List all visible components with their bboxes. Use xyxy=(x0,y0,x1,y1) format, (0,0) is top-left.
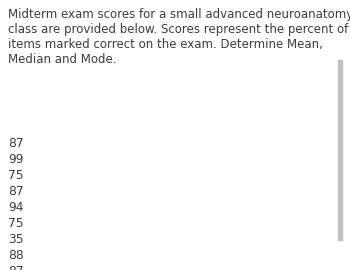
Text: 75: 75 xyxy=(8,217,24,230)
Text: 94: 94 xyxy=(8,201,23,214)
Text: Median and Mode.: Median and Mode. xyxy=(8,53,117,66)
Text: 35: 35 xyxy=(8,233,24,246)
Text: Midterm exam scores for a small advanced neuroanatomy: Midterm exam scores for a small advanced… xyxy=(8,8,350,21)
Text: 87: 87 xyxy=(8,185,24,198)
Text: 87: 87 xyxy=(8,137,24,150)
Text: 75: 75 xyxy=(8,169,24,182)
Text: 87: 87 xyxy=(8,265,24,270)
Text: 88: 88 xyxy=(8,249,24,262)
Bar xyxy=(338,60,342,240)
Text: items marked correct on the exam. Determine Mean,: items marked correct on the exam. Determ… xyxy=(8,38,323,51)
Text: class are provided below. Scores represent the percent of: class are provided below. Scores represe… xyxy=(8,23,348,36)
Text: 99: 99 xyxy=(8,153,23,166)
